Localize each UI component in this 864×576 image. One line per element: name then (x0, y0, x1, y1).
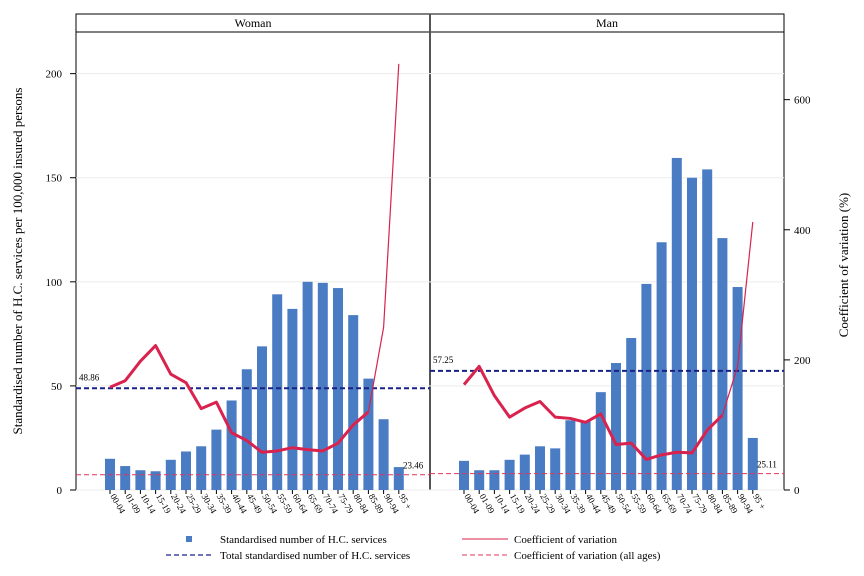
bar (272, 294, 283, 490)
bar (317, 282, 328, 490)
total-value-label: 48.86 (79, 372, 100, 382)
bar (747, 437, 758, 490)
total-value-label: 57.25 (433, 355, 454, 365)
y-left-tick-label: 150 (46, 173, 63, 185)
bar (565, 420, 576, 490)
bar (595, 392, 606, 490)
bar (474, 470, 485, 490)
bar (135, 470, 146, 490)
y-left-tick-label: 200 (46, 69, 63, 81)
bar (687, 177, 697, 490)
legend-total-label: Total standardised number of H.C. servic… (220, 550, 410, 562)
bar (717, 238, 728, 490)
bar (363, 378, 374, 490)
bar (671, 157, 682, 490)
cv-all-value-label: 23.46 (403, 461, 424, 471)
y-left-tick-label: 0 (57, 485, 63, 497)
bar (302, 281, 313, 490)
bar (196, 446, 207, 490)
bar (489, 470, 500, 490)
bar (181, 451, 191, 490)
panel-man: Man (429, 13, 785, 491)
cv-line-thin (721, 221, 754, 416)
panel-woman-plot-frame (75, 31, 431, 491)
cv-all-value-label: 25.11 (757, 460, 777, 470)
bar (459, 460, 469, 490)
bar (702, 169, 713, 490)
panel-woman-title: Woman (234, 16, 271, 30)
bar (165, 459, 176, 490)
panel-man-title: Man (596, 16, 618, 30)
bar (333, 288, 343, 490)
legend-services-swatch (186, 536, 192, 542)
y-right-tick-label: 400 (794, 225, 811, 237)
legend-cv-label: Coefficient of variation (514, 534, 618, 546)
legend-services-label: Standardised number of H.C. services (220, 534, 387, 546)
bar (348, 315, 359, 490)
bar (378, 419, 389, 490)
cv-line-thick (462, 364, 724, 461)
y-right-label: Coefficient of variation (%) (836, 193, 851, 338)
bar (535, 446, 545, 490)
bar (550, 448, 561, 490)
legend-cv-all-label: Coefficient of variation (all ages) (514, 550, 661, 562)
panel-woman: Woman (75, 13, 431, 491)
panel-man-plot-frame (429, 31, 785, 491)
bar (580, 421, 591, 490)
legend: Standardised number of H.C. services Coe… (166, 534, 661, 562)
bar (257, 346, 267, 490)
bar (226, 400, 237, 490)
y-left-tick-label: 100 (46, 277, 63, 289)
bar (732, 287, 743, 490)
bar (393, 467, 404, 490)
y-right-tick-label: 200 (794, 355, 811, 367)
bar (241, 369, 252, 490)
bars (105, 157, 758, 490)
y-left-tick-label: 50 (51, 381, 63, 393)
bar (626, 338, 637, 490)
bar (641, 283, 652, 490)
bar (611, 363, 621, 490)
cv-lines (109, 63, 754, 461)
y-right-tick-label: 0 (794, 485, 800, 497)
bar (120, 466, 131, 490)
bar (211, 429, 222, 490)
y-left-label: Standardised number of H.C. services per… (10, 88, 25, 435)
bar (287, 308, 298, 490)
cv-line-thick (109, 344, 370, 454)
bar (656, 242, 667, 490)
reference-lines: 48.86 23.46 57.25 25.11 (76, 355, 784, 476)
bar (150, 471, 161, 490)
cv-line-thin (367, 63, 400, 413)
y-right-tick-label: 600 (794, 95, 811, 107)
bar (504, 459, 515, 490)
bar (519, 454, 530, 490)
